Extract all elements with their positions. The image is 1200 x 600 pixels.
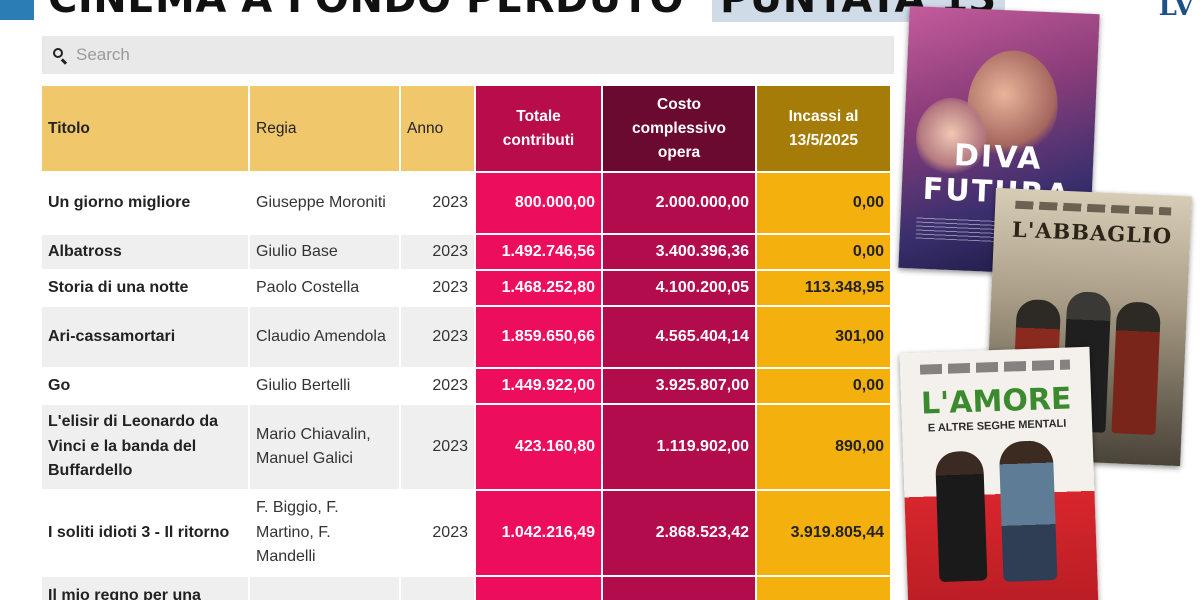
cell-regia: Claudio Amendola	[249, 306, 401, 369]
cell-anno	[400, 576, 476, 600]
poster-figure	[934, 450, 988, 583]
table-row: Ari-cassamortari Claudio Amendola 2023 1…	[42, 306, 892, 369]
page-title: CINEMA A FONDO PERDUTOPUNTATA 13	[48, 0, 1005, 22]
cell-titolo: Go	[42, 368, 250, 405]
page-title-text: CINEMA A FONDO PERDUTO	[48, 0, 684, 22]
table-row: Un giorno migliore Giuseppe Moroniti 202…	[42, 172, 892, 235]
cell-costo-complessivo: 3.400.396,36	[602, 234, 757, 271]
column-header-anno[interactable]: Anno	[400, 86, 476, 173]
cell-titolo: L'elisir di Leonardo da Vinci e la banda…	[42, 404, 250, 491]
cell-regia: Giulio Base	[249, 234, 401, 271]
column-header-costo-complessivo[interactable]: Costo complessivo opera	[602, 86, 757, 173]
cell-regia: F. Biggio, F. Martino, F. Mandelli	[249, 490, 401, 577]
cell-costo-complessivo	[602, 576, 757, 600]
cell-anno: 2023	[400, 368, 476, 405]
cell-totale-contributi: 800.000,00	[475, 172, 603, 235]
cell-costo-complessivo: 4.100.200,05	[602, 270, 757, 307]
poster-amore: L'AMORE E ALTRE SEGHE MENTALI	[899, 346, 1099, 600]
cell-anno: 2023	[400, 404, 476, 491]
column-header-totale-contributi[interactable]: Totale contributi	[475, 86, 603, 173]
search-input[interactable]	[76, 45, 856, 65]
poster-title: L'AMORE	[920, 381, 1073, 422]
cell-totale-contributi	[475, 576, 603, 600]
cell-titolo: Albatross	[42, 234, 250, 271]
cell-totale-contributi: 1.492.746,56	[475, 234, 603, 271]
cell-titolo: I soliti idioti 3 - Il ritorno	[42, 490, 250, 577]
column-header-incassi[interactable]: Incassi al 13/5/2025	[756, 86, 892, 173]
cell-regia: Mario Chiavalin, Manuel Galici	[249, 404, 401, 491]
cell-regia: Paolo Costella	[249, 270, 401, 307]
table-row: Albatross Giulio Base 2023 1.492.746,56 …	[42, 234, 892, 271]
table-row: I soliti idioti 3 - Il ritorno F. Biggio…	[42, 490, 892, 577]
cell-totale-contributi: 423.160,80	[475, 404, 603, 491]
search-bar	[42, 36, 894, 74]
cell-incassi: 0,00	[756, 368, 892, 405]
column-header-titolo[interactable]: Titolo	[42, 86, 250, 173]
cell-incassi: 113.348,95	[756, 270, 892, 307]
cell-anno: 2023	[400, 270, 476, 307]
cell-regia	[249, 576, 401, 600]
cell-incassi: 0,00	[756, 234, 892, 271]
table-row: Il mio regno per una	[42, 576, 892, 600]
cell-titolo: Un giorno migliore	[42, 172, 250, 235]
column-header-regia[interactable]: Regia	[249, 86, 401, 173]
cell-costo-complessivo: 2.868.523,42	[602, 490, 757, 577]
table-row: Storia di una notte Paolo Costella 2023 …	[42, 270, 892, 307]
cell-anno: 2023	[400, 490, 476, 577]
cell-regia: Giulio Bertelli	[249, 368, 401, 405]
table-header-row: Titolo Regia Anno Totale contributi Cost…	[42, 86, 892, 173]
table-row: L'elisir di Leonardo da Vinci e la banda…	[42, 404, 892, 491]
cell-totale-contributi: 1.449.922,00	[475, 368, 603, 405]
cell-incassi: 890,00	[756, 404, 892, 491]
cell-titolo: Ari-cassamortari	[42, 306, 250, 369]
corner-accent	[0, 0, 34, 20]
cell-totale-contributi: 1.859.650,66	[475, 306, 603, 369]
cell-costo-complessivo: 1.119.902,00	[602, 404, 757, 491]
cell-totale-contributi: 1.468.252,80	[475, 270, 603, 307]
cell-incassi	[756, 576, 892, 600]
poster-cast-names	[1015, 200, 1172, 216]
cell-costo-complessivo: 2.000.000,00	[602, 172, 757, 235]
cell-anno: 2023	[400, 172, 476, 235]
films-table: Titolo Regia Anno Totale contributi Cost…	[42, 86, 892, 600]
cell-titolo: Storia di una notte	[42, 270, 250, 307]
cell-anno: 2023	[400, 306, 476, 369]
cell-incassi: 0,00	[756, 172, 892, 235]
cell-costo-complessivo: 3.925.807,00	[602, 368, 757, 405]
cell-anno: 2023	[400, 234, 476, 271]
table-row: Go Giulio Bertelli 2023 1.449.922,00 3.9…	[42, 368, 892, 405]
cell-incassi: 301,00	[756, 306, 892, 369]
poster-figure	[998, 440, 1058, 582]
cell-incassi: 3.919.805,44	[756, 490, 892, 577]
poster-cast-names	[919, 359, 1071, 375]
site-logo[interactable]: LV	[1158, 0, 1194, 22]
search-icon	[52, 47, 68, 65]
cell-regia: Giuseppe Moroniti	[249, 172, 401, 235]
cell-costo-complessivo: 4.565.404,14	[602, 306, 757, 369]
cell-totale-contributi: 1.042.216,49	[475, 490, 603, 577]
poster-title: L'ABBAGLIO	[1011, 216, 1173, 249]
poster-figure	[1111, 301, 1162, 436]
cell-titolo: Il mio regno per una	[42, 576, 250, 600]
